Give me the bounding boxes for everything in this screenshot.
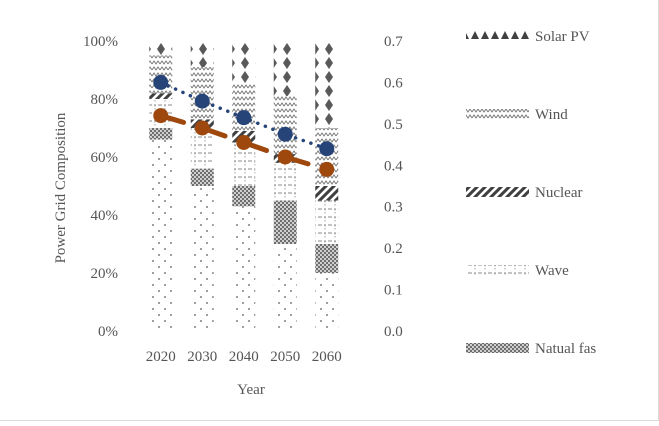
x-tick-label: 2060 — [312, 349, 342, 365]
y-tick-label: 0% — [98, 324, 118, 340]
bar-segment-checker — [273, 200, 297, 244]
y2-tick-label: 0.5 — [384, 117, 403, 133]
x-tick-label: 2030 — [187, 349, 217, 365]
bar-segment-checker — [149, 128, 173, 140]
y-tick-label: 100% — [83, 34, 118, 50]
overlay-lines — [153, 74, 335, 177]
bar-segment-dots — [190, 186, 214, 331]
bar-segment-dots — [273, 244, 297, 331]
y-tick-label: 40% — [91, 208, 119, 224]
bar-segment-wave-pattern — [273, 162, 297, 201]
legend-label: Wind — [535, 107, 568, 123]
bar-stacks — [149, 41, 339, 331]
line-marker — [236, 110, 252, 126]
x-tick-label: 2020 — [146, 349, 176, 365]
y-tick-label: 80% — [91, 92, 119, 108]
x-axis-title: Year — [237, 382, 265, 398]
bar-segment-zigzag — [190, 67, 214, 120]
y-tick-label: 60% — [91, 150, 119, 166]
bar-segment-diagonal — [315, 186, 339, 201]
line-marker — [319, 161, 335, 177]
bar-segment-diagonal — [149, 93, 173, 99]
y2-tick-label: 0.3 — [384, 200, 403, 216]
legend-swatch — [466, 109, 529, 119]
bar-segment-diamonds — [190, 41, 214, 68]
x-tick-label: 2050 — [270, 349, 300, 365]
bar-segment-checker — [232, 186, 256, 207]
legend-swatch — [466, 265, 529, 275]
bar-segment-zigzag — [273, 96, 297, 155]
line-marker — [194, 93, 210, 109]
legend-label: Nuclear — [535, 185, 582, 201]
line-marker — [319, 141, 335, 157]
line-marker — [277, 149, 293, 165]
bar-segment-diamonds — [232, 41, 256, 85]
bar-segment-dots — [315, 273, 339, 331]
legend-swatch — [466, 31, 529, 41]
y2-tick-label: 0.2 — [384, 241, 403, 257]
legend-swatch — [466, 343, 529, 353]
bar-segment-zigzag — [315, 128, 339, 186]
bar-segment-wave-pattern — [232, 142, 256, 186]
legend: Solar PV Wind Nuclear Wave Natual fas — [466, 29, 596, 357]
line-marker — [153, 74, 169, 90]
bar-segment-wave-pattern — [315, 200, 339, 244]
line-marker — [153, 108, 169, 124]
bar-segment-diamonds — [273, 41, 297, 97]
bar-segment-checker — [190, 168, 214, 186]
bar-segment-dots — [232, 206, 256, 331]
y2-tick-label: 0.4 — [384, 158, 403, 174]
legend-label: Natual fas — [535, 341, 596, 357]
chart-axes: 0% 20% 40% 60% 80% 100% 0.0 0.1 0.2 0.3 0.4 0.5 0.6 0… — [83, 34, 403, 365]
line-marker — [236, 135, 252, 150]
bar-segment-diamonds — [315, 41, 339, 128]
bar-segment-checker — [315, 244, 339, 273]
line-marker — [277, 126, 293, 142]
y2-tick-label: 0.1 — [384, 283, 403, 299]
line-marker — [194, 120, 210, 136]
y-axis-title: Power Grid Composition — [53, 112, 69, 263]
legend-label: Wave — [535, 263, 569, 279]
x-tick-label: 2040 — [229, 349, 259, 365]
bar-segment-dots — [149, 139, 173, 331]
legend-swatch — [466, 187, 529, 197]
bar-segment-wave-pattern — [190, 128, 214, 169]
y2-tick-label: 0.6 — [384, 75, 403, 91]
bar-segment-diamonds — [149, 41, 173, 56]
y2-tick-label: 0.0 — [384, 324, 403, 340]
legend-label: Solar PV — [535, 29, 590, 45]
y-tick-label: 20% — [91, 266, 119, 282]
y2-tick-label: 0.7 — [384, 34, 403, 50]
